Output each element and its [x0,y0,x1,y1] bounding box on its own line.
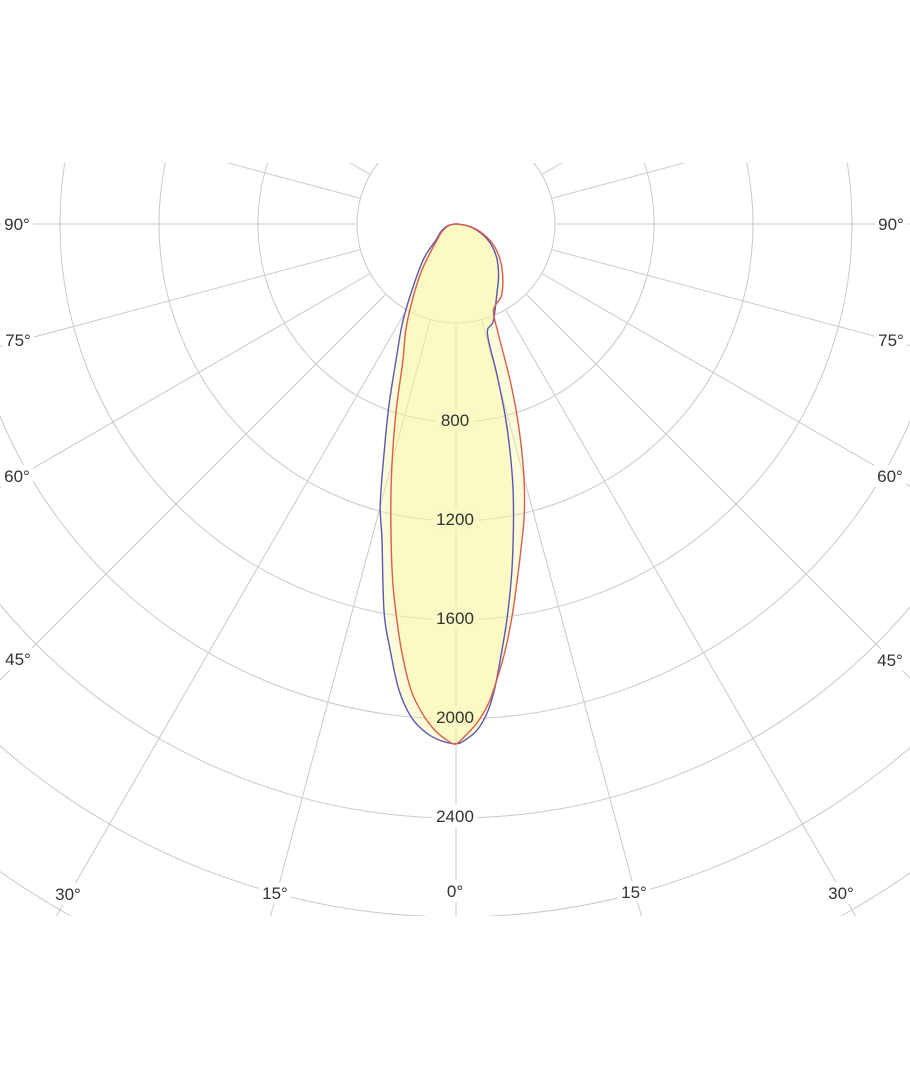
angle-gridline-ray [0,249,360,347]
label-knockout [874,465,906,487]
angle-gridline-ray [481,320,642,916]
label-knockout [259,882,291,904]
angle-gridline-ray [226,163,360,199]
angle-tick-label-bottom: 15° [621,883,647,902]
angle-gridline-ray [270,320,431,916]
label-knockout [2,329,34,351]
angle-gridline-ray [542,273,910,487]
label-knockout [52,883,84,905]
angle-tick-label-right: 60° [877,467,903,486]
angle-gridline-ray [505,310,857,916]
angle-gridline-ray [0,294,386,681]
angle-gridline-ray [0,273,370,488]
beam-fill-curve-blue [380,224,514,744]
angle-gridline-ray [55,310,407,916]
angle-tick-label-right: 75° [878,331,904,350]
curve-blue [379,223,515,745]
label-knockout [432,508,478,530]
angle-tick-label-left: 90° [4,215,30,234]
angle-gridline-ray [542,163,563,175]
angle-gridline-ray [349,163,370,175]
tick-labels: 800 1200 1600 2000 2400 90° 75° 60° 45° 90° 75° 60°… [4,215,904,904]
label-knockout [436,409,474,431]
angle-tick-label-bottom: 0° [447,882,463,901]
beam-curves [379,223,526,745]
radial-tick-label: 1200 [436,510,474,529]
label-knockout [825,882,857,904]
radial-tick-label: 2000 [436,708,474,727]
angle-gridline-ray [552,249,910,347]
beam-fill-layer [380,224,525,745]
angle-tick-label-right: 90° [878,215,904,234]
radial-tick-label: 1600 [436,609,474,628]
label-knockout [2,648,34,670]
label-knockout [875,329,907,351]
angle-tick-label-bottom: 30° [55,885,81,904]
angle-tick-label-bottom: 30° [828,884,854,903]
angle-tick-label-left: 60° [4,467,30,486]
angle-gridline-ray [526,294,910,679]
angle-gridline-ray [552,163,686,199]
radial-tick-label: 2400 [436,807,474,826]
label-knockouts [1,213,907,905]
label-knockout [875,213,907,235]
label-knockout [432,607,478,629]
radial-gridline-circle [356,163,556,324]
label-knockout [874,649,906,671]
angle-tick-label-left: 45° [5,650,31,669]
angle-tick-label-right: 45° [877,651,903,670]
label-knockout [442,880,468,902]
curve-red [390,223,526,745]
label-knockout [1,465,33,487]
angle-tick-label-left: 75° [5,331,31,350]
label-knockout [1,213,33,235]
label-knockout [618,881,650,903]
radial-tick-label: 800 [441,411,469,430]
label-knockout [432,706,478,728]
angle-tick-label-bottom: 15° [262,884,288,903]
label-knockout [432,805,478,827]
